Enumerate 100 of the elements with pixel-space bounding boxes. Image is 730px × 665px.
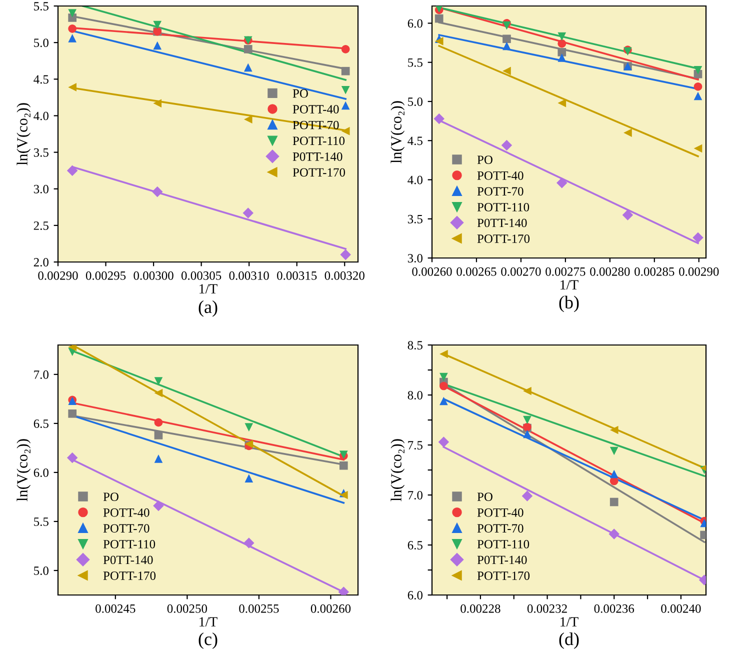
point bbox=[558, 48, 566, 56]
point bbox=[244, 44, 252, 54]
point bbox=[434, 37, 444, 46]
legend-label: POTT-170 bbox=[292, 168, 346, 177]
point bbox=[341, 86, 350, 94]
point bbox=[556, 177, 568, 188]
y-tick-label: 6.5 bbox=[34, 419, 48, 428]
x-tick-label: 0.00228 bbox=[460, 604, 500, 613]
text: (b) bbox=[559, 296, 579, 312]
y-tick-label: 6.0 bbox=[408, 591, 422, 600]
x-tick-label: 0.00240 bbox=[661, 604, 701, 613]
legend-label: POTT-70 bbox=[477, 524, 524, 533]
point bbox=[244, 538, 254, 548]
x-tick-label: 0.00300 bbox=[134, 271, 174, 280]
point bbox=[502, 21, 511, 30]
text: (a) bbox=[198, 300, 218, 317]
point bbox=[558, 53, 566, 62]
y-axis-title: ln(V(co₂)) bbox=[390, 101, 405, 164]
point bbox=[341, 101, 350, 110]
x-axis-title: 1/T bbox=[200, 284, 218, 294]
legend-label: POTT-70 bbox=[103, 524, 150, 533]
x-tick-label: 0.00320 bbox=[324, 271, 364, 280]
point bbox=[339, 461, 348, 470]
y-tick-label: 5.5 bbox=[34, 2, 48, 11]
point bbox=[558, 32, 566, 41]
legend-label: POTT-170 bbox=[103, 572, 156, 580]
point bbox=[434, 14, 444, 23]
point bbox=[610, 470, 618, 478]
legend-label: POTT-40 bbox=[292, 105, 339, 114]
y-tick-label: 3.5 bbox=[34, 148, 48, 157]
point bbox=[153, 41, 162, 50]
point bbox=[694, 66, 702, 74]
point bbox=[438, 436, 450, 448]
x-tick-label: 0.00295 bbox=[86, 271, 126, 280]
point bbox=[610, 498, 618, 506]
y-tick-label: 7.0 bbox=[34, 370, 48, 379]
y-tick-label: 5.5 bbox=[34, 518, 48, 526]
y-tick-label: 3.0 bbox=[34, 184, 48, 194]
x-tick-label: 0.00250 bbox=[167, 604, 208, 613]
point bbox=[68, 24, 76, 33]
x-tick-label: 0.00290 bbox=[38, 271, 78, 280]
point bbox=[68, 409, 77, 418]
point bbox=[440, 372, 448, 382]
x-tick-label: 0.00315 bbox=[277, 271, 317, 280]
point bbox=[502, 42, 511, 50]
point bbox=[152, 186, 163, 198]
legend-label: PO bbox=[292, 89, 308, 98]
point bbox=[440, 396, 448, 406]
y-tick-label: 2.0 bbox=[34, 258, 48, 267]
text: (c) bbox=[198, 632, 218, 649]
point bbox=[522, 490, 533, 502]
point bbox=[154, 431, 163, 440]
point bbox=[154, 388, 163, 398]
point bbox=[502, 34, 511, 44]
y-tick-label: 4.5 bbox=[34, 75, 48, 84]
point bbox=[66, 165, 78, 176]
point bbox=[610, 446, 618, 456]
point bbox=[244, 474, 254, 482]
y-tick-label: 4.0 bbox=[34, 112, 48, 120]
x-axis-title: 1/T bbox=[560, 617, 578, 627]
point bbox=[558, 98, 566, 108]
y-tick-label: 3.5 bbox=[408, 214, 422, 224]
point bbox=[341, 66, 350, 76]
legend-label: P0TT-140 bbox=[477, 218, 527, 228]
point bbox=[440, 350, 448, 358]
y-tick-label: 2.5 bbox=[34, 221, 48, 230]
legend-label: P0TT-140 bbox=[477, 556, 527, 564]
legend-label: PO bbox=[477, 156, 492, 164]
legend-label: PO bbox=[103, 492, 118, 502]
x-tick-label: 0.00260 bbox=[412, 267, 452, 276]
point bbox=[341, 44, 350, 54]
point bbox=[558, 39, 566, 48]
y-tick-label: 6.5 bbox=[408, 541, 422, 550]
point bbox=[244, 63, 252, 72]
point bbox=[694, 144, 702, 153]
legend-label: POTT-110 bbox=[477, 540, 530, 548]
point bbox=[242, 208, 254, 218]
x-axis-title: 1/T bbox=[200, 617, 218, 627]
y-axis-title: ln(V(co₂)) bbox=[16, 103, 31, 166]
point bbox=[624, 128, 632, 137]
point bbox=[154, 377, 163, 386]
point bbox=[153, 99, 162, 108]
y-tick-label: 6.0 bbox=[408, 19, 422, 28]
y-tick-label: 7.0 bbox=[408, 491, 422, 500]
legend-label: POTT-110 bbox=[292, 136, 345, 146]
point bbox=[523, 416, 532, 424]
x-tick-label: 0.00280 bbox=[590, 267, 630, 276]
x-tick-label: 0.00265 bbox=[456, 267, 496, 276]
x-tick-label: 0.00232 bbox=[527, 604, 567, 613]
x-tick-label: 0.00305 bbox=[181, 271, 222, 280]
point bbox=[434, 113, 444, 124]
x-tick-label: 0.00260 bbox=[310, 604, 351, 613]
point bbox=[692, 232, 704, 244]
point bbox=[610, 426, 618, 434]
y-tick-label: 7.5 bbox=[408, 441, 422, 450]
point bbox=[68, 34, 76, 42]
y-tick-label: 3.0 bbox=[408, 254, 422, 263]
y-tick-label: 6.0 bbox=[34, 468, 48, 477]
point bbox=[68, 9, 76, 18]
x-axis-title: 1/T bbox=[560, 280, 578, 290]
